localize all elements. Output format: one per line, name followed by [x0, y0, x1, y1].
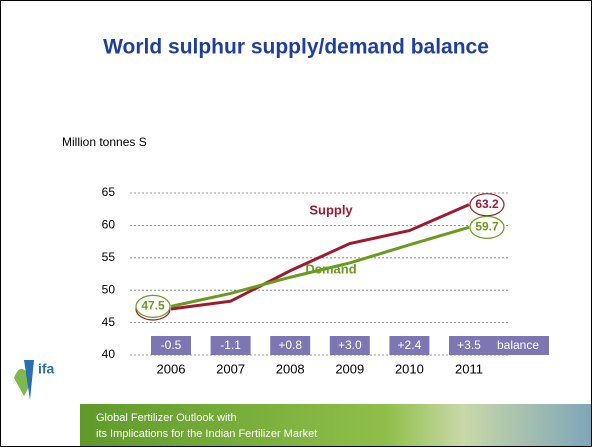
y-tick-label: 40: [102, 347, 116, 361]
x-tick-label: 2011: [455, 361, 483, 376]
x-tick-label: 2006: [157, 361, 186, 376]
chart-title: World sulphur supply/demand balance: [103, 36, 489, 59]
footer-line: its Implications for the Indian Fertiliz…: [96, 428, 317, 440]
balance-label: +2.4: [398, 338, 422, 352]
y-tick-label: 55: [102, 250, 116, 264]
balance-label: +3.0: [338, 338, 362, 352]
y-tick-label: 50: [102, 282, 116, 296]
balance-label: +0.8: [278, 338, 302, 352]
logo-text: ifa: [38, 361, 55, 377]
y-tick-label: 45: [102, 315, 116, 329]
x-tick-label: 2008: [276, 361, 305, 376]
x-tick-label: 2007: [216, 361, 245, 376]
x-tick-label: 2009: [335, 361, 364, 376]
slide: World sulphur supply/demand balance Mill…: [0, 0, 592, 447]
series-label: Supply: [309, 202, 353, 217]
y-axis-label: Million tonnes S: [62, 135, 147, 149]
footer-line: Global Fertilizer Outlook with: [96, 412, 237, 424]
series-label: Demand: [305, 261, 356, 276]
balance-name: balance: [497, 338, 539, 352]
balance-label: -1.1: [220, 338, 241, 352]
balance-label: -0.5: [161, 338, 182, 352]
y-tick-label: 65: [102, 185, 116, 199]
data-label: 47.5: [141, 299, 165, 313]
data-label: 59.7: [475, 220, 499, 234]
data-label: 63.2: [475, 197, 499, 211]
balance-label: +3.5: [457, 338, 481, 352]
x-tick-label: 2010: [395, 361, 424, 376]
y-tick-label: 60: [102, 218, 116, 232]
